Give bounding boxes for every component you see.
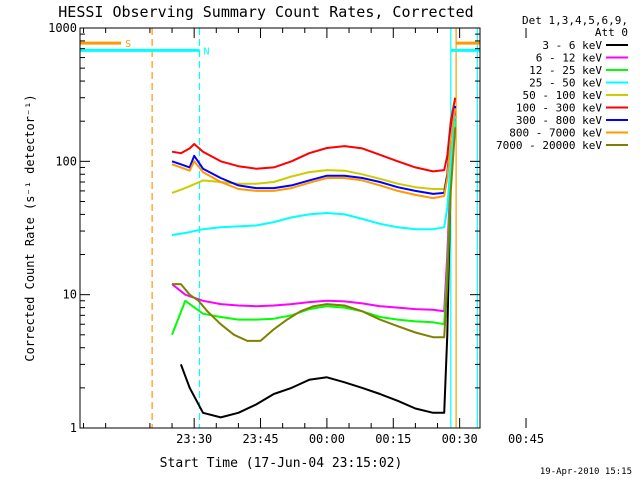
flag-label-s: S [125, 39, 131, 50]
axes: 1 10 100 1000 23:30 23:45 00:00 00:15 00:30 00:45 [48, 21, 544, 446]
legend-label-3-6-kev: 3 - 6 keV [542, 39, 602, 52]
x-tick-label: 00:30 [442, 432, 478, 446]
y-axis-label: Corrected Count Rate (s⁻¹ detector⁻¹) [23, 94, 37, 361]
legend-title-line-2: Att 0 [595, 26, 628, 39]
legend-label-12-25-kev: 12 - 25 keV [529, 64, 602, 77]
legend-label-800-7000-kev: 800 - 7000 keV [509, 127, 602, 140]
legend-label-50-100-kev: 50 - 100 keV [523, 89, 603, 102]
y-tick-label: 10 [63, 288, 77, 302]
legend-label-25-50-kev: 25 - 50 keV [529, 77, 602, 90]
series-line-6-12-kev [171, 110, 457, 313]
legend-label-6-12-kev: 6 - 12 keV [536, 52, 603, 65]
y-tick-label: 1000 [48, 21, 77, 35]
legend-label-100-300-kev: 100 - 300 keV [516, 102, 602, 115]
legend-label-300-800-kev: 300 - 800 keV [516, 114, 602, 127]
series-line-800-7000-kev [171, 108, 457, 200]
footer-date: 19-Apr-2010 15:15 [540, 467, 632, 477]
flag-bars: SN [80, 39, 480, 57]
chart-title: HESSI Observing Summary Count Rates, Cor… [58, 3, 473, 21]
x-tick-label: 00:00 [309, 432, 345, 446]
x-axis-label: Start Time (17-Jun-04 23:15:02) [160, 456, 403, 471]
y-tick-label: 100 [55, 154, 77, 168]
series-line-7000-20000-kev [172, 127, 457, 342]
x-tick-label: 00:15 [375, 432, 411, 446]
x-tick-label: 23:30 [176, 432, 212, 446]
legend-title-line-1: Det 1,3,4,5,6,9, [522, 14, 628, 27]
series-layer [171, 97, 457, 419]
series-line-25-50-kev [171, 115, 457, 236]
x-tick-label: 00:45 [508, 432, 544, 446]
legend-label-7000-20000-kev: 7000 - 20000 keV [496, 139, 602, 152]
series-line-3-6-kev [179, 115, 457, 419]
plot-frame [79, 27, 481, 429]
y-tick-label: 1 [70, 421, 77, 435]
series-line-300-800-kev [171, 105, 457, 195]
flag-label-n: N [203, 46, 209, 57]
series-line-12-25-kev [171, 121, 457, 336]
x-tick-label: 23:45 [242, 432, 278, 446]
series-line-100-300-kev [171, 97, 457, 173]
vertical-markers [151, 28, 478, 428]
